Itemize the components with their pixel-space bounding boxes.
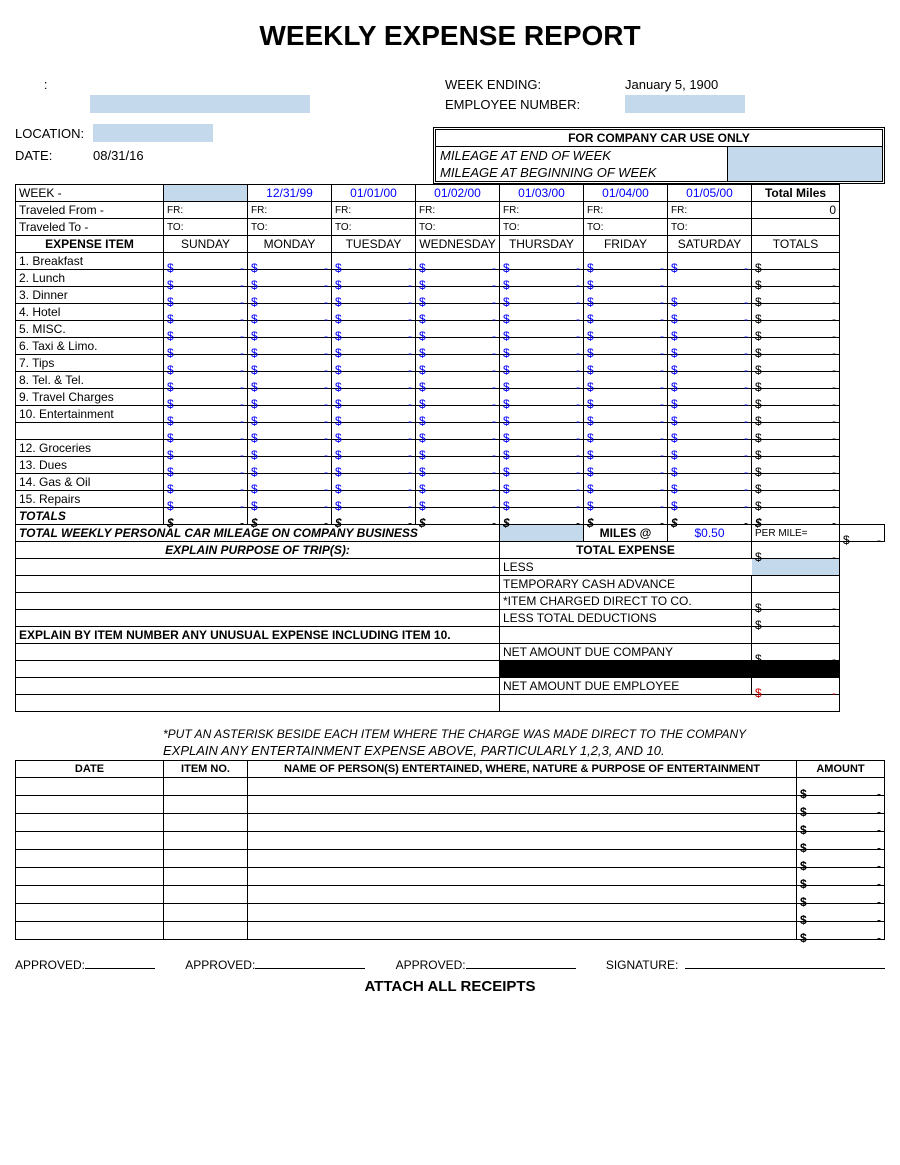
signature-label: SIGNATURE: bbox=[606, 958, 678, 972]
week-ending-label: WEEK ENDING: bbox=[445, 77, 625, 92]
approved-1-label: APPROVED: bbox=[15, 958, 85, 972]
approved-3-label: APPROVED: bbox=[396, 958, 466, 972]
entertainment-table: DATEITEM NO.NAME OF PERSON(S) ENTERTAINE… bbox=[15, 760, 885, 940]
report-title: WEEKLY EXPENSE REPORT bbox=[15, 20, 885, 52]
approved-3-line[interactable] bbox=[466, 955, 576, 969]
approved-1-line[interactable] bbox=[85, 955, 155, 969]
approved-2-line[interactable] bbox=[255, 955, 365, 969]
expense-table: WEEK -12/31/9901/01/0001/02/0001/03/0001… bbox=[15, 184, 885, 712]
attach-receipts: ATTACH ALL RECEIPTS bbox=[15, 978, 885, 995]
empno-label: EMPLOYEE NUMBER: bbox=[445, 97, 625, 112]
week-ending-value: January 5, 1900 bbox=[625, 77, 718, 92]
name-field[interactable] bbox=[90, 95, 310, 113]
empno-field[interactable] bbox=[625, 95, 745, 113]
date-value: 08/31/16 bbox=[93, 148, 144, 163]
signature-line[interactable] bbox=[685, 955, 885, 969]
company-car-title: FOR COMPANY CAR USE ONLY bbox=[436, 130, 882, 147]
approved-2-label: APPROVED: bbox=[185, 958, 255, 972]
mileage-begin-field[interactable] bbox=[727, 164, 882, 181]
footnote-2: EXPLAIN ANY ENTERTAINMENT EXPENSE ABOVE,… bbox=[163, 743, 885, 758]
signature-row: APPROVED: APPROVED: APPROVED: SIGNATURE: bbox=[15, 955, 885, 972]
name-label: : bbox=[15, 77, 48, 92]
mileage-begin-label: MILEAGE AT BEGINNING OF WEEK bbox=[436, 164, 727, 181]
footnote-1: *PUT AN ASTERISK BESIDE EACH ITEM WHERE … bbox=[163, 727, 885, 741]
date-label: DATE: bbox=[15, 148, 85, 163]
